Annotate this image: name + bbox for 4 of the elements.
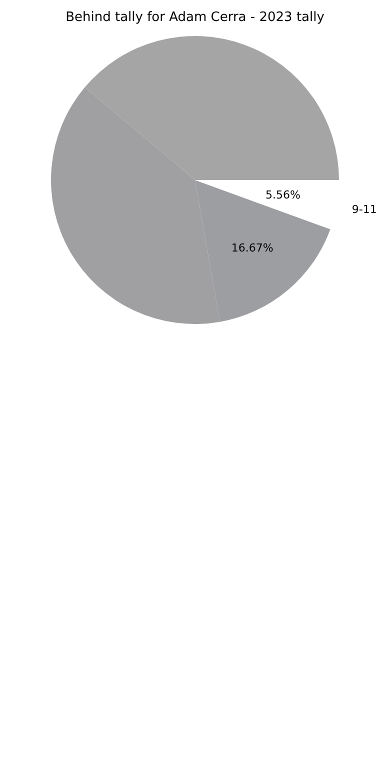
chart-title: Behind tally for Adam Cerra - 2023 tally [66, 10, 325, 25]
data-label: 16.67% [231, 241, 274, 254]
slice-label: 9-11 [352, 202, 377, 216]
data-label: 5.56% [265, 188, 300, 202]
